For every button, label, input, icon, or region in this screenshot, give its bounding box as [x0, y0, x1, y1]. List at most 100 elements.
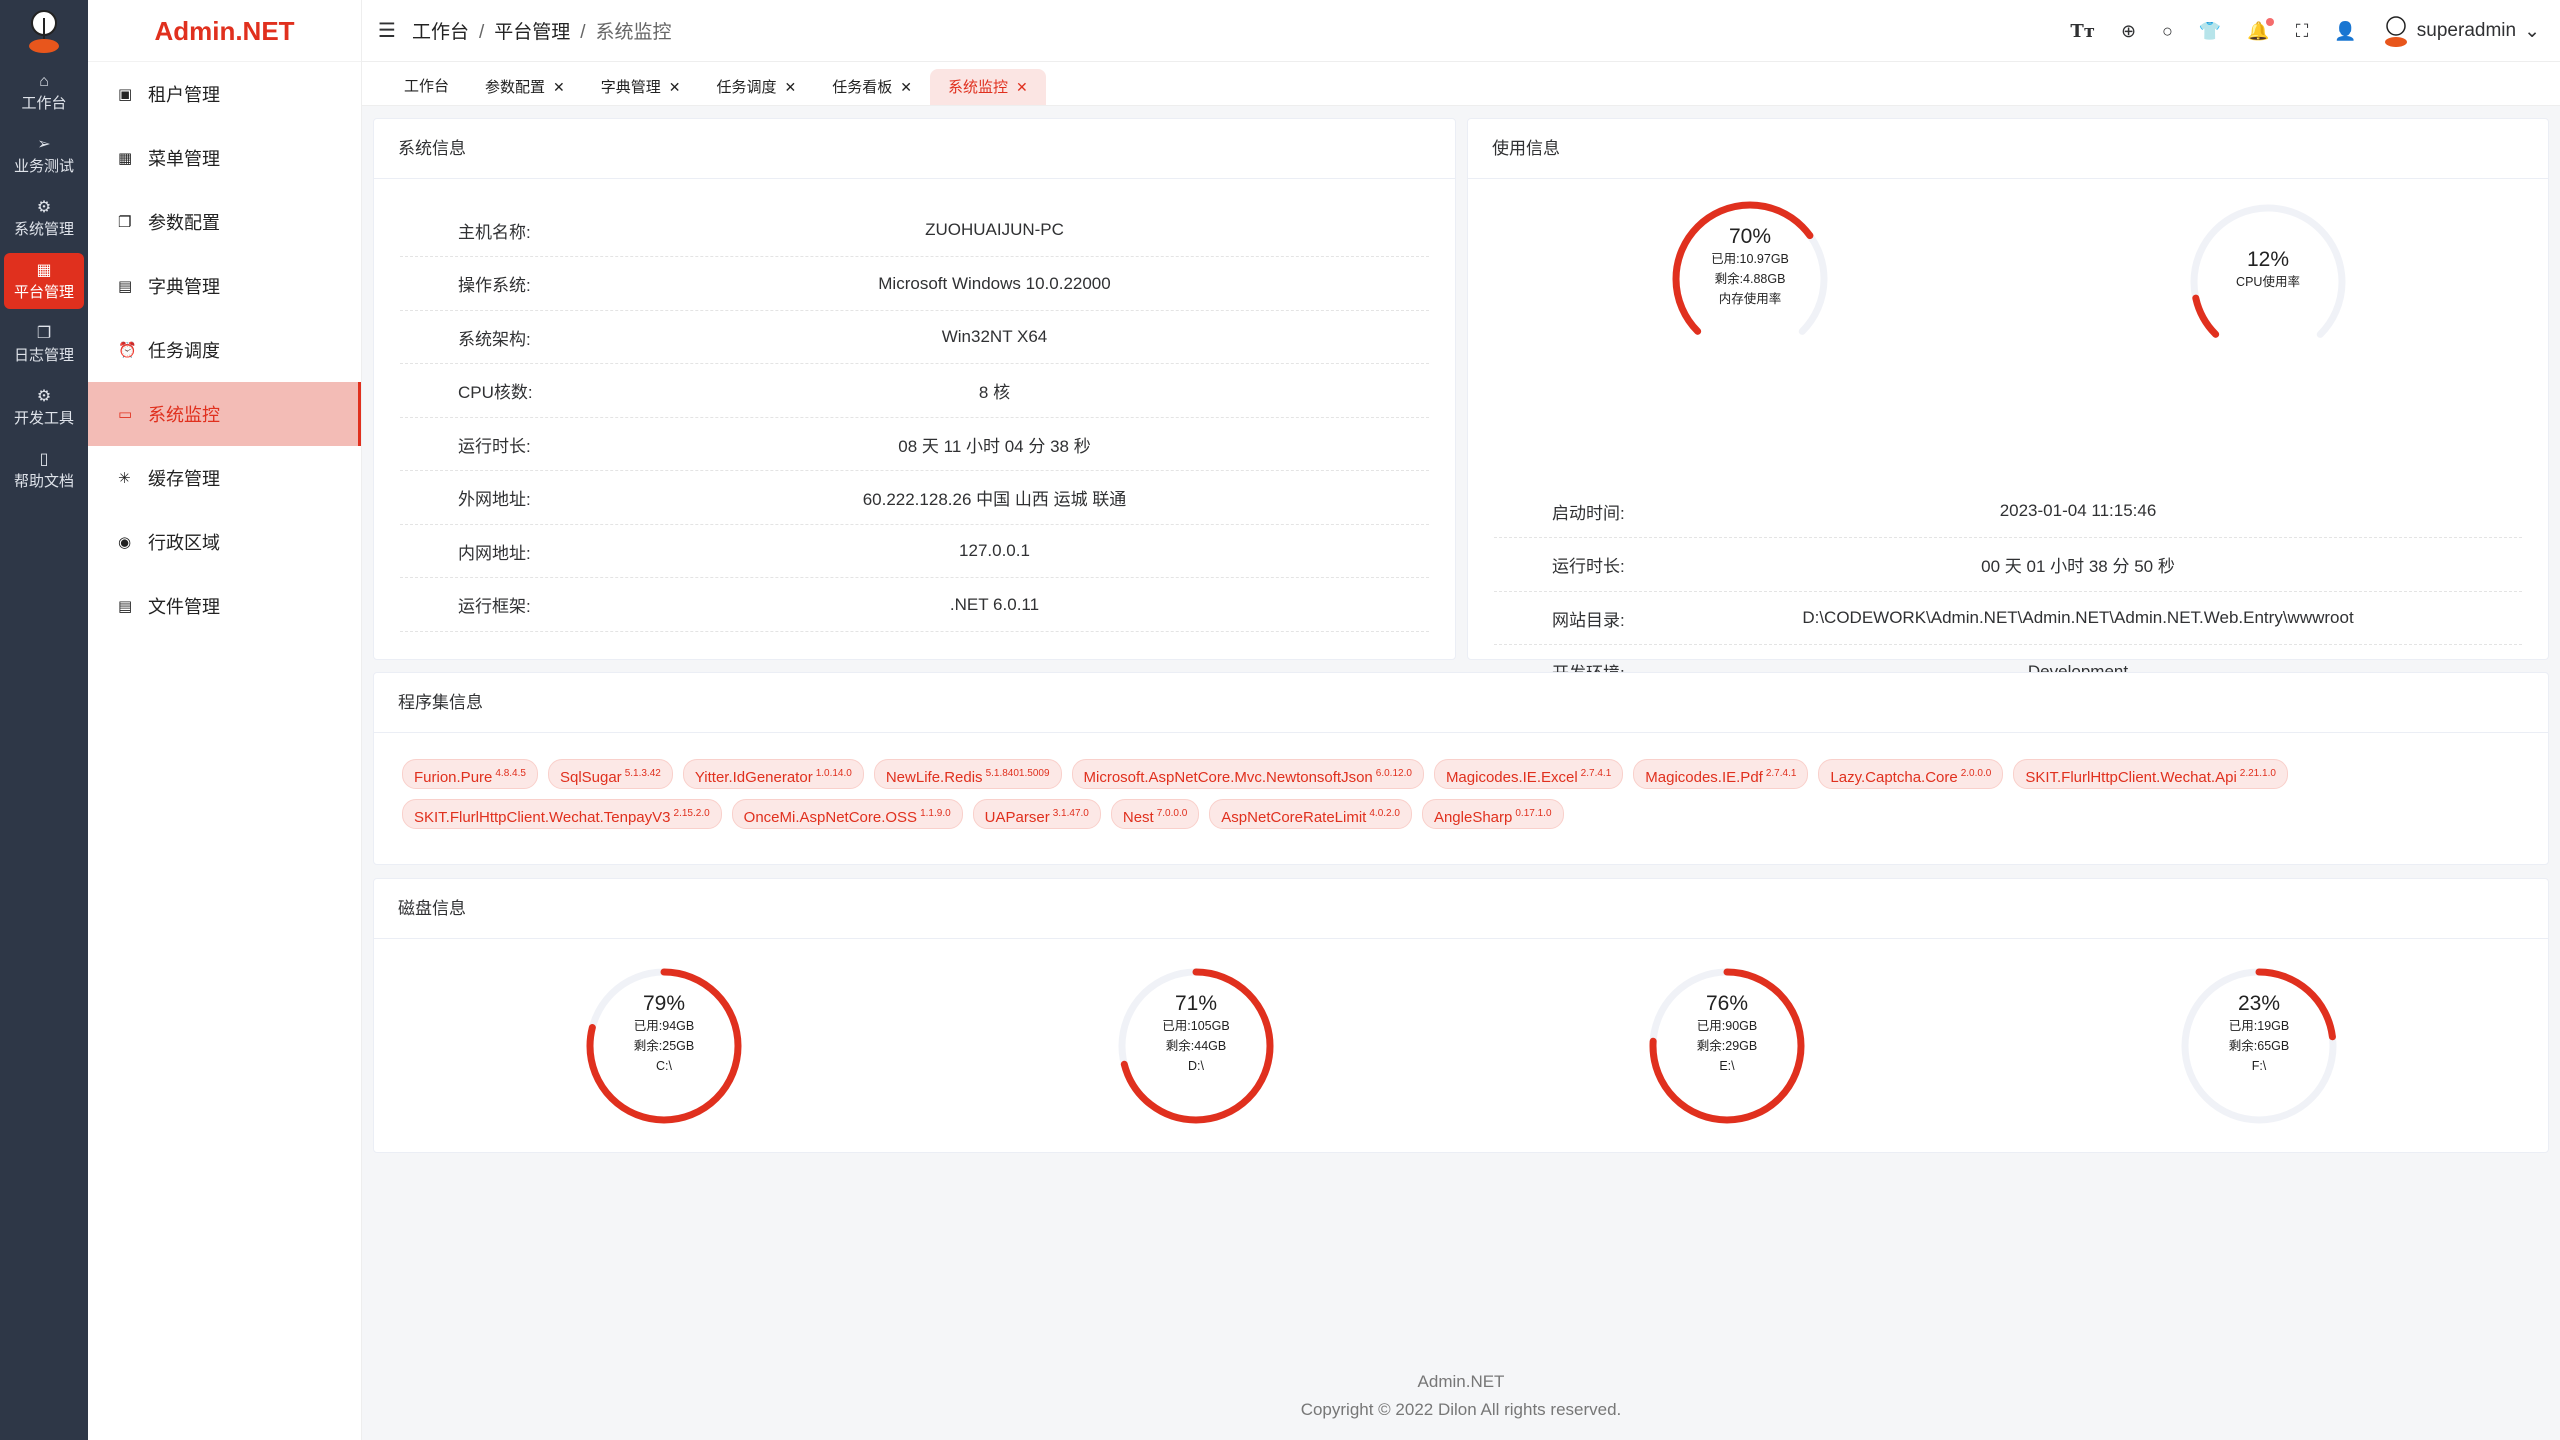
gauge-detail: 已用:19GB [2228, 1019, 2290, 1033]
info-label: 运行时长: [1552, 557, 1625, 576]
card-title: 程序集信息 [374, 673, 2548, 733]
info-label: CPU核数: [458, 383, 533, 402]
assembly-name: Furion.Pure [414, 769, 493, 786]
close-icon[interactable]: ✕ [900, 79, 913, 95]
gauge-percent: 12% [2246, 248, 2290, 271]
tab[interactable]: 参数配置 ✕ [467, 69, 583, 105]
submenu-item[interactable]: ✳ 缓存管理 [88, 446, 361, 510]
submenu-item[interactable]: ▦ 菜单管理 [88, 126, 361, 190]
tab[interactable]: 字典管理 ✕ [583, 69, 699, 105]
fullscreen-icon[interactable]: ⛶ [2295, 20, 2309, 41]
info-label: 外网地址: [458, 490, 531, 509]
gauge-percent: 71% [1174, 992, 1218, 1015]
submenu-item-label: 参数配置 [148, 213, 220, 233]
language-icon[interactable]: ⊕ [2120, 20, 2137, 41]
system-info-card: 系统信息 主机名称: ZUOHUAIJUN-PC 操作系统: Microsoft Wi… [373, 118, 1456, 660]
close-icon[interactable]: ✕ [1016, 79, 1028, 95]
office-building-icon: ▣ [118, 86, 133, 103]
font-size-icon[interactable]: Tт [2070, 20, 2095, 42]
brand-logo: Admin.NET [88, 0, 361, 62]
theme-shirt-icon[interactable]: 👕 [2198, 20, 2222, 41]
assembly-tag: Lazy.Captcha.Core 2.0.0.0 [1818, 759, 2004, 789]
tabs-bar: 工作台 参数配置 ✕ 字典管理 ✕ 任务调度 ✕ 任务看板 ✕ 系统监控 ✕ [362, 62, 2560, 106]
info-label: 主机名称: [458, 222, 531, 242]
assembly-version: 1.0.14.0 [815, 768, 852, 779]
username: superadmin [2416, 20, 2517, 41]
gauge-text: 70% 已用:10.97GB 剩余:4.88GB 内存使用率 [1666, 225, 1834, 309]
loading-icon: ✳ [118, 470, 131, 487]
info-row: 内网地址: 127.0.0.1 [400, 525, 1429, 578]
tab[interactable]: 任务调度 ✕ [699, 69, 815, 105]
info-row: 启动时间: 2023-01-04 11:15:46 [1494, 485, 2522, 538]
rail-item[interactable]: ⚙ 开发工具 [4, 379, 84, 435]
tab[interactable]: 工作台 [386, 69, 467, 105]
submenu-item[interactable]: ▤ 字典管理 [88, 254, 361, 318]
gauge-text: 79% 已用:94GB 剩余:25GB C:\ [580, 992, 748, 1076]
disk-gauge-ring [1118, 968, 1274, 1124]
submenu-item[interactable]: ▤ 文件管理 [88, 574, 361, 638]
assembly-tag: AspNetCoreRateLimit 4.0.2.0 [1209, 799, 1412, 829]
submenu-item-label: 行政区域 [148, 533, 220, 553]
assembly-tag: Yitter.IdGenerator 1.0.14.0 [682, 759, 864, 789]
memory-gauge-ring [1672, 201, 1828, 357]
breadcrumb-item[interactable]: 工作台 [411, 22, 469, 43]
info-row: 运行时长: 00 天 01 小时 38 分 50 秒 [1494, 539, 2522, 592]
notebook-icon: ▤ [118, 278, 133, 295]
tab-label: 工作台 [404, 78, 450, 95]
user-icon[interactable]: 👤 [2334, 20, 2357, 41]
primary-nav-rail: ⌂ 工作台 ➢ 业务测试 ⚙ 系统管理 ▦ 平台管理 ❐ 日志管理 ⚙ 开发工具 ▯ 帮助文档 [0, 0, 88, 1440]
assembly-tag: SKIT.FlurlHttpClient.Wechat.Api 2.21.1.0 [2013, 759, 2288, 789]
close-icon[interactable]: ✕ [784, 79, 797, 95]
submenu-item[interactable]: ▭ 系统监控 [88, 382, 361, 446]
rail-item[interactable]: ▯ 帮助文档 [4, 442, 84, 498]
gauge-progress [2181, 968, 2337, 1124]
user-menu[interactable]: superadmin ⌄ [2383, 15, 2540, 47]
rail-item[interactable]: ▦ 平台管理 [4, 253, 84, 309]
submenu-item[interactable]: ◉ 行政区域 [88, 510, 361, 574]
search-icon[interactable]: ○ [2162, 20, 2173, 41]
gauge-percent: 76% [1705, 992, 1749, 1015]
tab[interactable]: 系统监控 ✕ [930, 69, 1046, 105]
notification-bell-icon[interactable]: 🔔 [2247, 17, 2274, 42]
gauge-text: 23% 已用:19GB 剩余:65GB F:\ [2175, 992, 2343, 1076]
rail-item[interactable]: ⌂ 工作台 [4, 64, 84, 120]
disk-gauge-ring [1649, 968, 1805, 1124]
tab-label: 任务调度 [716, 79, 777, 96]
submenu-item[interactable]: ▣ 租户管理 [88, 62, 361, 126]
gauge-detail: 已用:10.97GB [1711, 252, 1789, 266]
info-label: 启动时间: [1552, 503, 1625, 523]
menu-grid-icon: ▦ [118, 150, 133, 167]
disk-gauge: 79% 已用:94GB 剩余:25GB C:\ [580, 962, 748, 1130]
breadcrumb-current: 系统监控 [595, 22, 672, 43]
submenu-item-label: 系统监控 [148, 405, 220, 425]
tab-label: 任务看板 [832, 79, 893, 96]
menu-collapse-icon[interactable]: ☰ [378, 20, 396, 42]
disk-info-card: 磁盘信息 79% 已用:94GB 剩余:25GB C:\ 71% 已用:105GB 剩余:4… [373, 878, 2549, 1153]
gauge-progress [2190, 204, 2346, 360]
assembly-version: 1.1.9.0 [920, 808, 951, 819]
submenu-item[interactable]: ❐ 参数配置 [88, 190, 361, 254]
card-title: 磁盘信息 [374, 879, 2548, 939]
gauge-detail: 内存使用率 [1718, 292, 1782, 306]
info-label: 网站目录: [1552, 610, 1625, 630]
gauge-detail: 已用:90GB [1696, 1019, 1758, 1033]
info-label: 操作系统: [458, 276, 531, 295]
assembly-version: 4.8.4.5 [495, 768, 526, 779]
assembly-version: 3.1.47.0 [1052, 808, 1089, 819]
assembly-version: 4.0.2.0 [1369, 808, 1400, 819]
assembly-version: 2.21.1.0 [2239, 768, 2276, 779]
breadcrumb-item[interactable]: 平台管理 [494, 22, 571, 43]
rail-item-label: 开发工具 [13, 410, 74, 427]
info-row: 操作系统: Microsoft Windows 10.0.22000 [400, 258, 1429, 311]
tab[interactable]: 任务看板 ✕ [814, 69, 930, 105]
rail-item[interactable]: ➢ 业务测试 [4, 127, 84, 183]
info-row: 运行时长: 08 天 11 小时 04 分 38 秒 [400, 418, 1429, 471]
breadcrumb: 工作台 / 平台管理 / 系统监控 [411, 22, 672, 43]
close-icon[interactable]: ✕ [668, 79, 681, 95]
submenu-item[interactable]: ⏰ 任务调度 [88, 318, 361, 382]
notebook-icon: ▯ [39, 451, 49, 468]
gauge-detail: E:\ [1719, 1059, 1735, 1073]
close-icon[interactable]: ✕ [553, 79, 565, 95]
rail-item[interactable]: ❐ 日志管理 [4, 316, 84, 372]
rail-item[interactable]: ⚙ 系统管理 [4, 190, 84, 246]
